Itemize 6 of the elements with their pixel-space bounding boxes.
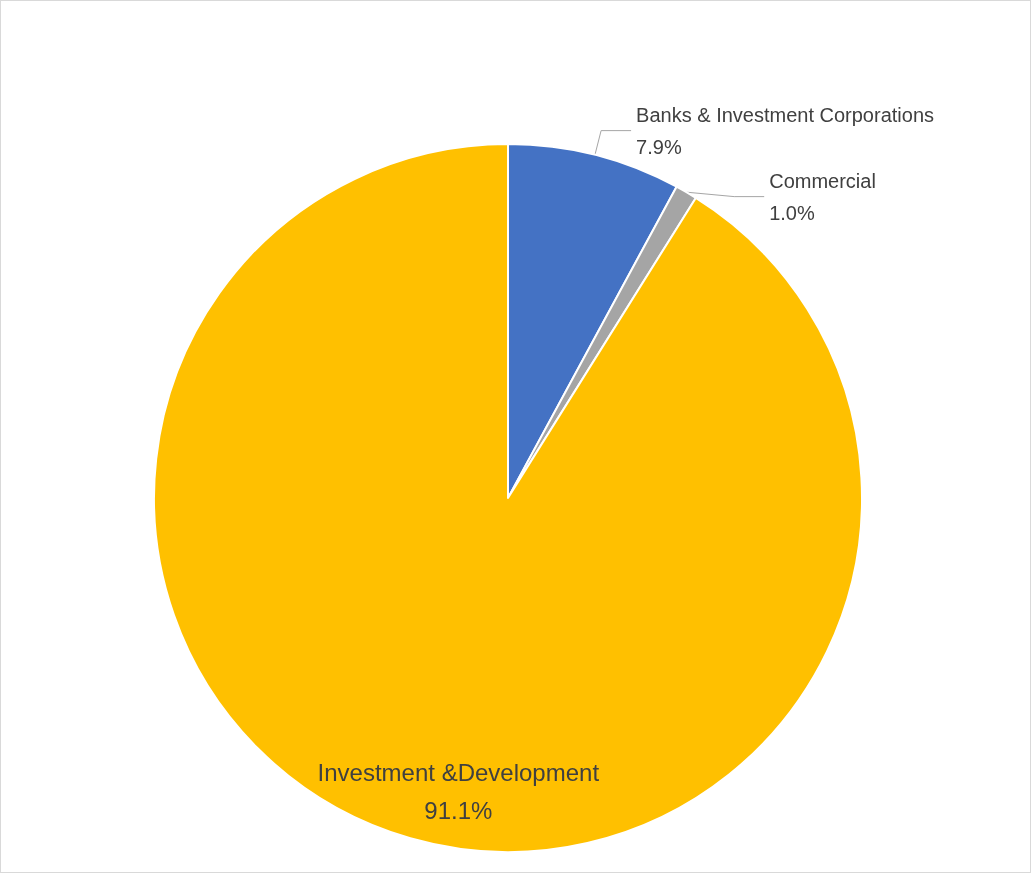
slice-label: Commercial	[769, 169, 876, 192]
data-label: 7.9%	[636, 135, 682, 158]
data-label: 91.1%	[424, 796, 493, 824]
slice-label: Investment &Development	[317, 758, 600, 786]
slice-label: Banks & Investment Corporations	[636, 103, 935, 126]
data-label: 1.0%	[769, 201, 815, 224]
